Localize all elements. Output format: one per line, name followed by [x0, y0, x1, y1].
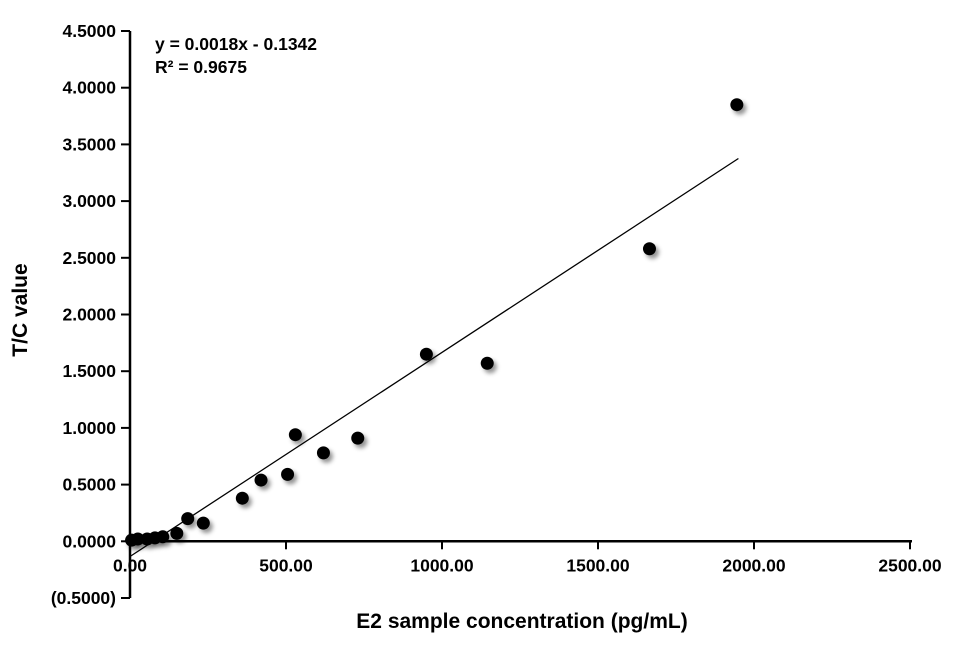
y-tick-label: 0.0000 — [62, 531, 116, 551]
data-point — [156, 530, 170, 544]
y-axis-title: T/C value — [9, 263, 32, 356]
y-tick-label: 1.0000 — [62, 418, 116, 438]
x-axis-ticks: 0.00 500.00 1000.00 1500.00 2000.00 2500.00 — [113, 541, 942, 575]
y-axis-ticks: (0.5000) 0.0000 0.5000 1.0000 1.5000 2.0000 2.… — [51, 21, 130, 608]
axes — [128, 31, 912, 598]
data-point — [181, 512, 195, 526]
data-point — [235, 491, 249, 505]
x-axis-title: E2 sample concentration (pg/mL) — [356, 610, 687, 633]
data-points — [125, 98, 744, 547]
data-point — [288, 428, 302, 442]
data-point — [131, 532, 145, 546]
y-tick-label: 2.0000 — [62, 305, 116, 325]
y-tick-label: 2.5000 — [62, 248, 116, 268]
data-point — [254, 473, 268, 487]
data-point — [316, 446, 330, 460]
trendline — [129, 157, 739, 558]
y-tick-label: 3.5000 — [62, 134, 116, 154]
x-tick-label: 2500.00 — [878, 555, 942, 575]
trendline-equation: y = 0.0018x - 0.1342 — [155, 34, 317, 54]
y-tick-label: 1.5000 — [62, 361, 116, 381]
data-point — [281, 467, 295, 481]
y-tick-label: 0.5000 — [62, 475, 116, 495]
x-tick-label: 500.00 — [259, 555, 313, 575]
x-tick-label: 1500.00 — [566, 555, 630, 575]
data-point — [351, 431, 365, 445]
y-tick-label: 4.0000 — [62, 78, 116, 98]
y-tick-label: 4.5000 — [62, 21, 116, 41]
r-squared-label: R² = 0.9675 — [155, 57, 247, 77]
data-point — [196, 516, 210, 530]
data-point — [419, 347, 433, 361]
x-tick-label: 0.00 — [113, 555, 147, 575]
y-tick-label: (0.5000) — [51, 588, 116, 608]
data-point — [170, 526, 184, 540]
data-point — [480, 356, 494, 370]
x-tick-label: 1000.00 — [410, 555, 474, 575]
y-tick-label: 3.0000 — [62, 191, 116, 211]
data-point — [642, 242, 656, 256]
x-tick-label: 2000.00 — [722, 555, 786, 575]
data-point — [730, 98, 744, 112]
